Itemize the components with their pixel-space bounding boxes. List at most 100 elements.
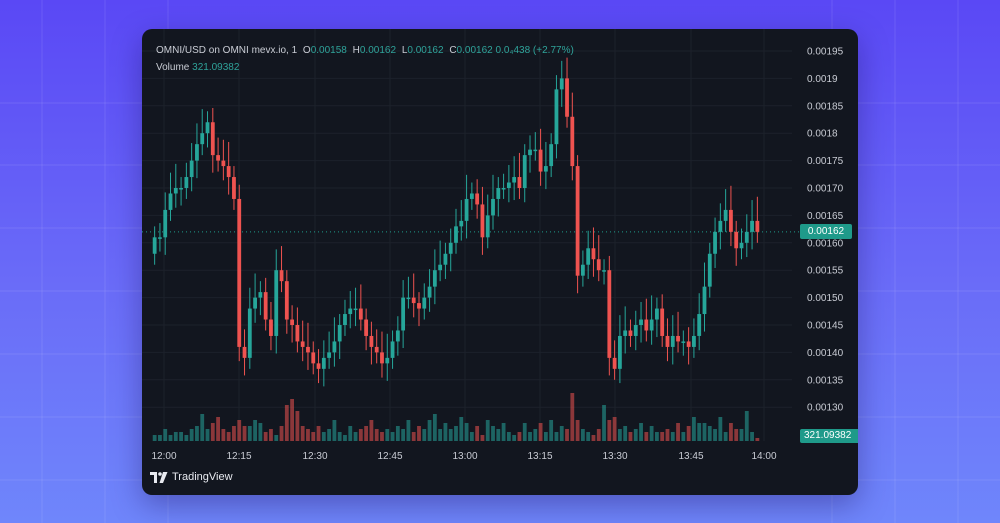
candle-body <box>697 314 702 336</box>
volume-bar <box>343 435 347 441</box>
volume-bar <box>744 411 749 441</box>
volume-bar <box>655 432 659 441</box>
candle-body <box>729 209 733 232</box>
price-tick-label: 0.00170 <box>807 184 844 195</box>
candle-body <box>353 308 358 311</box>
close-label: C <box>449 45 457 56</box>
candle-body <box>496 188 501 199</box>
price-tick-label: 0.00195 <box>807 47 844 58</box>
volume-bar <box>533 429 538 441</box>
volume-bar <box>491 426 495 441</box>
candle-body <box>750 220 754 232</box>
volume-bar <box>316 426 321 441</box>
candles <box>152 57 760 387</box>
volume-bar <box>327 429 332 441</box>
candlestick-chart[interactable]: 0.00130 0.00135 0.00140 0.00145 0.00150 0.001… <box>142 29 858 495</box>
volume-bar <box>596 429 601 441</box>
candle-body <box>300 341 305 347</box>
candle-body <box>279 270 284 282</box>
time-tick-label: 12:45 <box>377 451 402 462</box>
volume-bar <box>406 420 411 441</box>
tradingview-brand[interactable]: TradingView <box>150 471 233 483</box>
time-tick-label: 13:45 <box>678 451 703 462</box>
volume-bar <box>269 429 273 441</box>
time-axis[interactable]: 12:00 12:15 12:30 12:45 13:00 13:15 13:30 13:45… <box>151 451 776 462</box>
candle-body <box>417 303 421 309</box>
volume-bar <box>200 414 205 441</box>
volume-bar <box>485 420 490 441</box>
candle-body <box>173 188 178 194</box>
candle-body <box>718 220 723 232</box>
candle-body <box>623 330 628 336</box>
chart-gridlines <box>142 29 800 441</box>
volume-bar <box>263 432 268 441</box>
volume-bar <box>337 432 342 441</box>
volume-bar <box>184 435 189 441</box>
candle-body <box>633 325 638 336</box>
volume-bar <box>665 429 670 441</box>
volume-bar <box>496 429 501 441</box>
candle-body <box>311 352 316 364</box>
volume-bar <box>173 432 178 441</box>
candle-body <box>295 325 300 342</box>
volume-bar <box>734 429 739 441</box>
volume-bar <box>358 429 363 441</box>
candle-body <box>734 231 739 249</box>
candle-body <box>538 149 543 172</box>
candle-body <box>253 297 257 309</box>
volume-bar <box>226 432 231 441</box>
volume-bar <box>390 432 395 441</box>
candle-body <box>533 149 538 152</box>
volume-bar <box>475 426 480 441</box>
candle-body <box>580 264 585 276</box>
candle-body <box>586 248 591 265</box>
volume-bar <box>697 423 702 441</box>
volume-bar <box>195 426 199 441</box>
candle-body <box>237 198 242 347</box>
volume-bar <box>332 420 337 441</box>
volume-bar <box>321 432 326 441</box>
time-tick-label: 12:30 <box>302 451 327 462</box>
candle-body <box>369 335 374 347</box>
candle-body <box>269 319 273 336</box>
chart-panel[interactable]: 0.00130 0.00135 0.00140 0.00145 0.00150 0.001… <box>142 29 858 495</box>
volume-bar <box>443 423 448 441</box>
candle-body <box>475 193 480 205</box>
volume-bar <box>300 426 305 441</box>
price-axis[interactable]: 0.00130 0.00135 0.00140 0.00145 0.00150 0.001… <box>807 47 844 414</box>
candle-body <box>364 319 369 336</box>
volume-bar <box>232 426 236 441</box>
volume-bar <box>713 429 717 441</box>
volume-bar <box>676 423 680 441</box>
candle-body <box>438 264 443 271</box>
price-tick-label: 0.00130 <box>807 403 844 414</box>
candle-body <box>559 78 564 90</box>
candle-body <box>676 335 680 342</box>
price-tick-label: 0.00185 <box>807 101 844 112</box>
candle-body <box>411 297 416 304</box>
volume-bar <box>448 429 453 441</box>
volume-bar <box>411 432 416 441</box>
volume-bar <box>374 429 379 441</box>
volume-bar <box>602 405 606 441</box>
change-value: 0.0₄438 (+2.77%) <box>495 45 574 56</box>
price-tick-label: 0.00165 <box>807 211 844 222</box>
volume-bar <box>216 417 220 441</box>
candle-body <box>448 242 453 254</box>
candle-body <box>506 182 511 188</box>
volume-bar <box>729 423 733 441</box>
open-value: 0.00158 <box>310 45 347 56</box>
high-value: 0.00162 <box>359 45 397 56</box>
candle-body <box>195 144 199 161</box>
volume-bar <box>649 426 654 441</box>
volume-bar <box>279 426 284 441</box>
volume-bar <box>221 429 226 441</box>
price-tick-label: 0.0018 <box>807 129 838 140</box>
candle-body <box>501 188 506 190</box>
candle-body <box>723 209 728 221</box>
volume-bar <box>755 438 760 441</box>
volume-bar <box>189 429 194 441</box>
candle-body <box>570 116 575 167</box>
candle-body <box>607 270 612 358</box>
price-tick-label: 0.00155 <box>807 266 844 277</box>
